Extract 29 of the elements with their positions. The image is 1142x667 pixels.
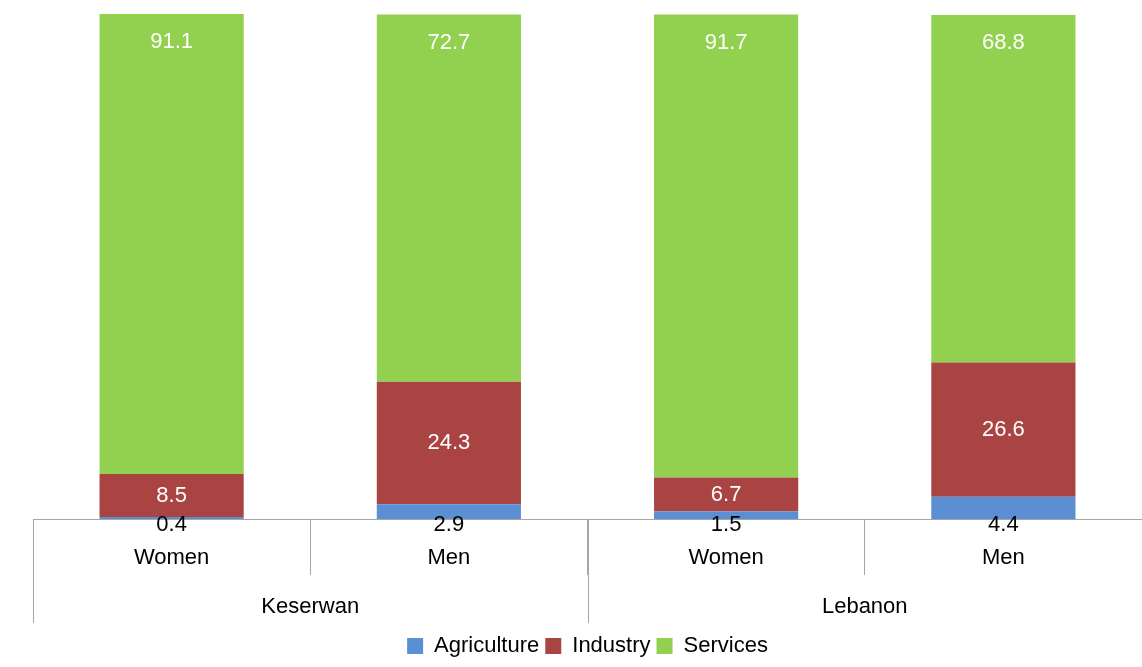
data-label: 24.3 bbox=[427, 429, 471, 455]
x-tick-label: Women bbox=[133, 544, 210, 570]
bar bbox=[931, 362, 1076, 497]
data-label: 6.7 bbox=[710, 480, 742, 506]
data-label: 68.8 bbox=[981, 29, 1025, 55]
bar bbox=[654, 14, 799, 478]
legend-label: Industry bbox=[572, 632, 651, 658]
data-label: 1.5 bbox=[710, 511, 742, 537]
bar bbox=[99, 474, 244, 517]
bar bbox=[99, 14, 244, 475]
data-label: 91.1 bbox=[150, 28, 194, 54]
bar bbox=[931, 15, 1076, 363]
data-label: 8.5 bbox=[156, 481, 187, 507]
data-label: 72.7 bbox=[427, 28, 471, 54]
text: Lebanon bbox=[821, 593, 908, 619]
data-label: 0.4 bbox=[156, 511, 187, 537]
legend-label: Services bbox=[683, 632, 768, 658]
bar bbox=[654, 477, 799, 512]
x-tick-label: Men bbox=[981, 544, 1025, 570]
data-label: 2.9 bbox=[433, 511, 465, 537]
legend-label: Agriculture bbox=[434, 632, 540, 658]
data-label: 4.4 bbox=[988, 511, 1019, 537]
text: Keserwan bbox=[261, 593, 360, 619]
x-tick-label: Women bbox=[688, 544, 764, 570]
bar bbox=[376, 381, 521, 505]
x-tick-label: Men bbox=[427, 544, 471, 570]
bar bbox=[376, 14, 521, 382]
data-label: 26.6 bbox=[981, 415, 1025, 441]
data-label: 91.7 bbox=[704, 28, 748, 54]
